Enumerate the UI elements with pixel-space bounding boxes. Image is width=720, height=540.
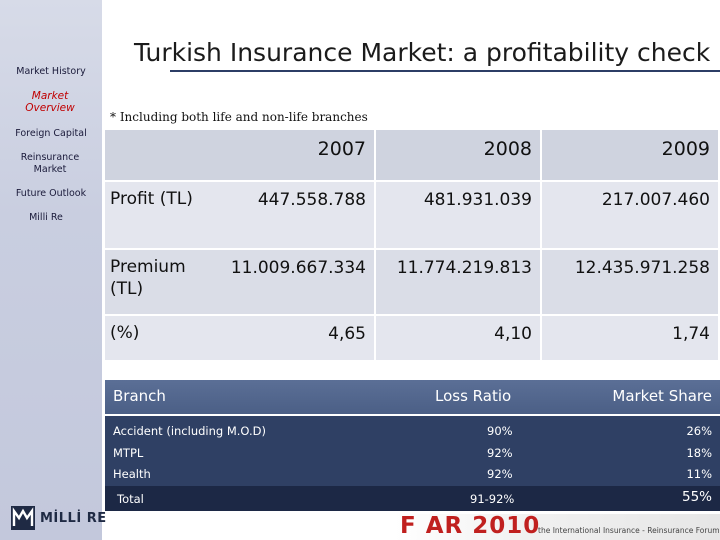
table-row: Accident (including M.O.D) 90% 26%: [105, 416, 720, 444]
branch-name: Health: [113, 467, 151, 481]
loss-ratio: 91-92%: [470, 492, 515, 506]
table-cell: 12.435.971.258: [542, 250, 718, 314]
footnote: * Including both life and non-life branc…: [110, 110, 368, 124]
branch-header-label: Branch: [113, 387, 166, 405]
table-cell: 217.007.460: [542, 182, 718, 248]
branch-name: MTPL: [113, 446, 144, 460]
table-row: Health 92% 11%: [105, 465, 720, 486]
loss-ratio: 92%: [487, 446, 513, 460]
table-row-total: Total 91-92% 55%: [105, 486, 720, 511]
market-share: 11%: [686, 467, 712, 481]
branch-table-header: Branch Loss Ratio Market Share: [105, 380, 720, 414]
table-row: MTPL 92% 18%: [105, 444, 720, 465]
footer-band: [395, 514, 720, 540]
sidebar-item-market-history[interactable]: Market History: [16, 66, 86, 77]
year-header-2007: 2007: [208, 130, 374, 180]
branch-name: Total: [117, 492, 144, 506]
row-label-percent: (%): [105, 316, 208, 360]
table-cell: 11.009.667.334: [208, 250, 374, 314]
branch-name: Accident (including M.O.D): [113, 424, 267, 438]
sidebar-item-market-overview[interactable]: Market Overview: [25, 90, 75, 114]
table-cell: 447.558.788: [208, 182, 374, 248]
year-header-2008: 2008: [376, 130, 540, 180]
milli-re-logo: MİLLİ RE: [10, 505, 107, 531]
sidebar-item-reinsurance-market[interactable]: Reinsurance Market: [20, 152, 80, 175]
market-share: 26%: [686, 424, 712, 438]
sidebar-item-future-outlook[interactable]: Future Outlook: [15, 188, 87, 199]
sidebar-item-milli-re[interactable]: Milli Re: [29, 212, 63, 223]
market-share: 18%: [686, 446, 712, 460]
sidebar-item-foreign-capital[interactable]: Foreign Capital: [15, 128, 87, 139]
table-cell: 4,10: [376, 316, 540, 360]
row-label-premium: Premium (TL): [105, 250, 208, 314]
loss-ratio: 92%: [487, 467, 513, 481]
milli-re-logo-icon: [11, 506, 35, 530]
table-cell: 4,65: [208, 316, 374, 360]
loss-ratio-header-label: Loss Ratio: [435, 387, 512, 405]
logo-text: MİLLİ RE: [40, 510, 107, 526]
table-cell: 1,74: [542, 316, 718, 360]
page-title: Turkish Insurance Market: a profitabilit…: [134, 38, 711, 67]
row-label-profit: Profit (TL): [105, 182, 208, 248]
table-cell: 11.774.219.813: [376, 250, 540, 314]
footer-brand: F AR 2010: [400, 513, 541, 539]
market-share-header-label: Market Share: [612, 387, 712, 405]
year-header-2009: 2009: [542, 130, 718, 180]
loss-ratio: 90%: [487, 424, 513, 438]
footer-tagline: the International Insurance - Reinsuranc…: [538, 526, 720, 535]
sidebar: [0, 0, 102, 540]
table-header-empty: [105, 130, 208, 180]
title-underline: [170, 70, 720, 72]
table-cell: 481.931.039: [376, 182, 540, 248]
market-share: 55%: [681, 489, 712, 505]
